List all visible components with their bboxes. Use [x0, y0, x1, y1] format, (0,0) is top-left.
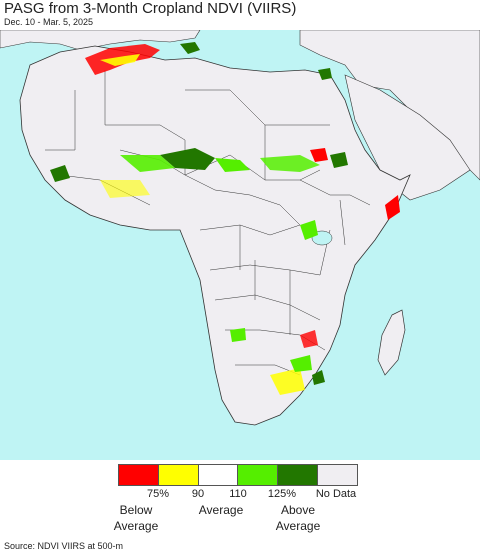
legend-swatch-75-90 [158, 465, 199, 485]
legend-below-average: Below Average [113, 503, 159, 533]
europe-land [0, 30, 201, 51]
ndvi-patches [50, 42, 400, 395]
africa-land [19, 45, 411, 426]
legend-swatch-above-125 [278, 465, 319, 485]
legend-tick-125: 125% [267, 488, 297, 500]
source-note: Source: NDVI VIIRS at 500-m [4, 541, 124, 551]
arabia-land [344, 74, 471, 201]
legend-tick-90: 90 [191, 488, 205, 500]
legend-swatch-90-110 [198, 465, 239, 485]
legend-tick-75: 75% [146, 488, 170, 500]
legend-above-average: Above Average [275, 503, 321, 533]
legend-swatch-110-125 [238, 465, 279, 485]
africa-map [0, 30, 480, 460]
legend-average: Average [198, 503, 244, 517]
legend-tick-no-data: No Data [315, 488, 357, 500]
legend-swatch-no-data [318, 465, 357, 485]
legend-tick-110: 110 [229, 488, 247, 500]
ndvi-legend [118, 464, 358, 486]
middle-east-land [299, 30, 480, 181]
legend-swatch-below-75 [119, 465, 159, 485]
date-range: Dec. 10 - Mar. 5, 2025 [4, 17, 94, 27]
madagascar-land [377, 309, 406, 376]
map-svg [0, 30, 480, 426]
map-title: PASG from 3-Month Cropland NDVI (VIIRS) [4, 0, 297, 17]
